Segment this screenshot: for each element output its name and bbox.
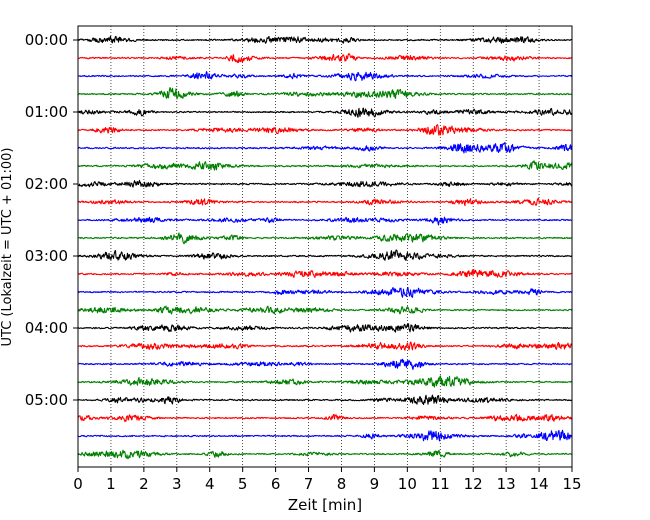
seismic-trace [77,375,573,388]
seismic-trace [77,107,573,118]
seismic-traces [77,35,573,460]
x-tick-label: 4 [205,475,215,493]
seismic-trace [77,87,573,100]
seismic-trace [77,286,573,298]
y-tick-label: 00:00 [25,31,68,49]
seismic-trace [77,35,573,44]
seismic-trace [77,341,573,351]
x-tick-label: 13 [497,475,516,493]
plot-frame [77,25,573,468]
x-tick-label: 7 [304,475,314,493]
x-tick-label: 11 [431,475,450,493]
y-tick-label: 01:00 [25,103,68,121]
y-tick-label: 04:00 [25,319,68,337]
x-tick-label: 1 [106,475,116,493]
x-tick-label: 9 [370,475,380,493]
seismic-trace [77,71,573,82]
seismic-trace [77,358,573,370]
seismic-trace [77,249,573,262]
seismic-trace [77,232,573,245]
x-axis-title: Zeit [min] [288,496,362,514]
x-tick-label: 8 [337,475,347,493]
seismic-trace [77,269,573,278]
x-tick-label: 2 [139,475,149,493]
y-axis-ticks: 00:00 01:00 02:00 03:00 04:00 05:00 [25,31,78,409]
x-tick-label: 0 [73,475,83,493]
seismic-trace [77,216,573,226]
x-tick-label: 6 [271,475,281,493]
seismic-trace [77,141,573,154]
seismic-trace [77,160,573,171]
plot-background [78,26,572,467]
seismic-trace [77,323,573,333]
seismic-trace [77,179,573,188]
x-tick-label: 5 [238,475,248,493]
y-tick-label: 03:00 [25,247,68,265]
y-tick-label: 05:00 [25,391,68,409]
seismic-trace [77,429,573,442]
seismic-trace [77,449,573,460]
y-axis-title: UTC (Lokalzeit = UTC + 01:00) [0,148,15,347]
x-tick-label: 10 [398,475,417,493]
seismic-trace [77,124,573,136]
x-tick-label: 3 [172,475,182,493]
x-tick-label: 14 [530,475,549,493]
seismic-trace [77,394,573,406]
x-axis-ticks: 0 1 2 3 4 5 6 7 8 9 10 11 12 13 14 15 [73,467,582,493]
seismic-trace [77,197,573,207]
seismic-trace [77,413,573,422]
seismic-trace [77,305,573,315]
x-tick-label: 12 [464,475,483,493]
seismic-trace [77,53,573,64]
x-tick-label: 15 [562,475,581,493]
y-tick-label: 02:00 [25,175,68,193]
